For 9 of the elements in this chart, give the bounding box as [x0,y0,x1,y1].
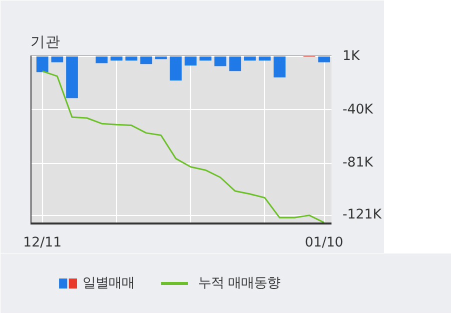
y-tick-label: -40K [342,102,374,118]
legend-label: 누적 매매동향 [198,276,280,291]
y-tick-label: -81K [342,156,374,171]
y-tick-label: 1K [342,49,361,64]
x-tick-label: 12/11 [23,236,62,250]
y-tick-label: -121K [342,208,383,223]
chart-title: 기관 [30,34,60,50]
legend-label: 일별매매 [82,276,135,291]
x-tick-label: 01/10 [304,236,344,250]
